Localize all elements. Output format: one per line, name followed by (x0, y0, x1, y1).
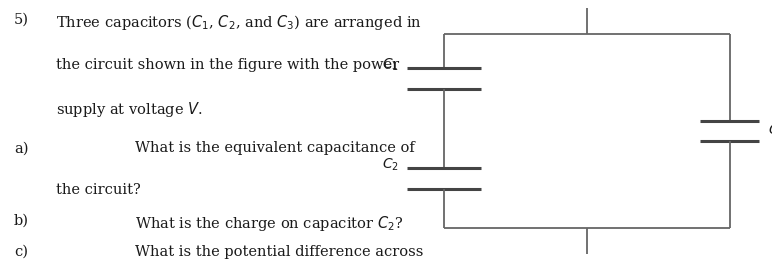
Text: What is the charge on capacitor $C_2$?: What is the charge on capacitor $C_2$? (135, 214, 404, 233)
Text: c): c) (14, 245, 28, 259)
Text: the circuit?: the circuit? (56, 183, 141, 197)
Text: $C_2$: $C_2$ (382, 156, 399, 173)
Text: 5): 5) (14, 13, 29, 27)
Text: What is the equivalent capacitance of: What is the equivalent capacitance of (135, 141, 415, 155)
Text: the circuit shown in the figure with the power: the circuit shown in the figure with the… (56, 58, 398, 72)
Text: b): b) (14, 214, 29, 227)
Text: Three capacitors ($C_1$, $C_2$, and $C_3$) are arranged in: Three capacitors ($C_1$, $C_2$, and $C_3… (56, 13, 422, 32)
Text: $C_1$: $C_1$ (382, 57, 399, 73)
Text: What is the potential difference across: What is the potential difference across (135, 245, 424, 259)
Text: supply at voltage $V$.: supply at voltage $V$. (56, 100, 202, 119)
Text: a): a) (14, 141, 29, 155)
Text: $C_3$: $C_3$ (768, 123, 772, 139)
